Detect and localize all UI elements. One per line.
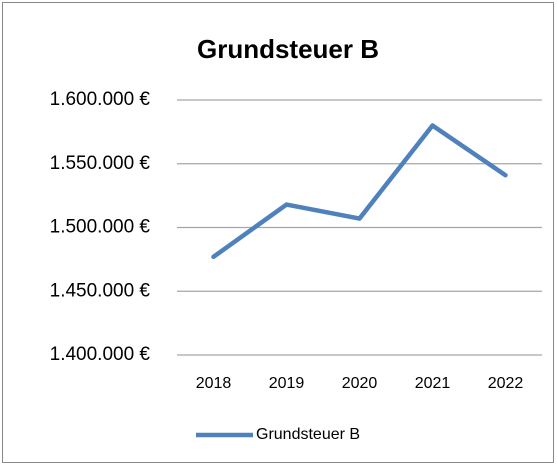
y-tick-label: 1.600.000 € <box>50 89 151 110</box>
x-tick-label: 2021 <box>415 375 451 392</box>
chart-title: Grundsteuer B <box>197 34 379 64</box>
legend-label: Grundsteuer B <box>256 426 360 443</box>
y-tick-label: 1.400.000 € <box>50 344 151 365</box>
y-tick-label: 1.500.000 € <box>50 217 151 238</box>
x-tick-label: 2022 <box>488 375 524 392</box>
x-tick-label: 2019 <box>269 375 305 392</box>
x-tick-label: 2018 <box>196 375 232 392</box>
y-tick-label: 1.550.000 € <box>50 153 151 174</box>
line-series <box>211 123 508 260</box>
x-tick-label: 2020 <box>342 375 378 392</box>
chart-frame <box>2 2 554 463</box>
y-tick-label: 1.450.000 € <box>50 280 151 301</box>
